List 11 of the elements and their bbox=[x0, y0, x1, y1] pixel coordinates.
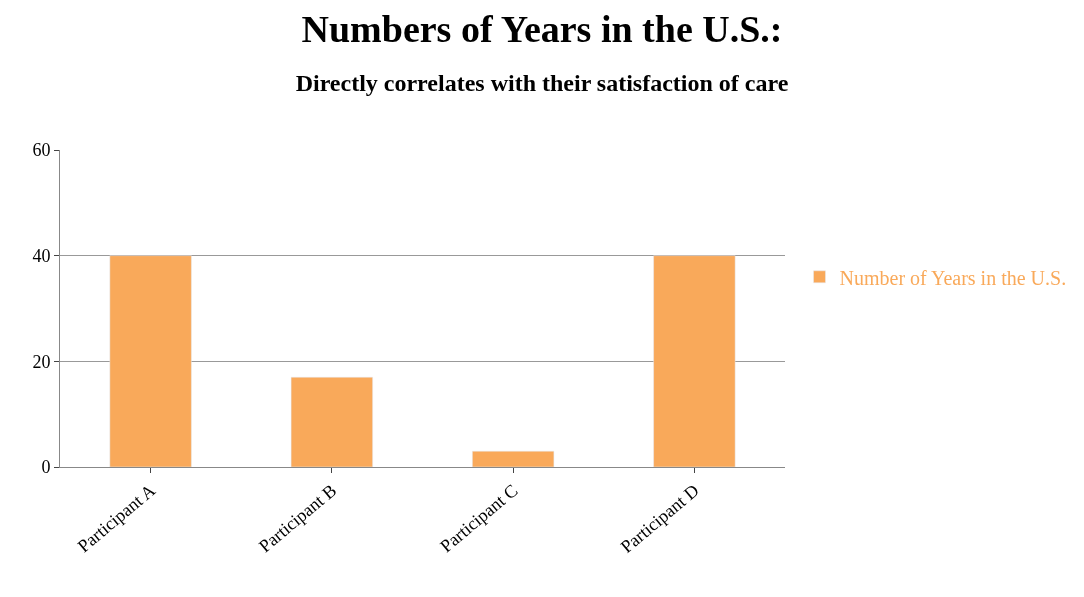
bar bbox=[109, 255, 192, 467]
y-tick-label: 60 bbox=[32, 140, 51, 161]
y-tick-label: 20 bbox=[32, 351, 51, 372]
bar bbox=[653, 255, 736, 467]
bar bbox=[472, 450, 555, 467]
legend-label: Number of Years in the U.S. bbox=[839, 266, 1067, 289]
y-tick-label: 0 bbox=[41, 457, 51, 478]
chart-title: Numbers of Years in the U.S.: bbox=[301, 7, 783, 50]
chart-subtitle: Directly correlates with their satisfaction of care bbox=[295, 70, 789, 97]
y-tick-label: 40 bbox=[32, 245, 51, 266]
bar bbox=[290, 376, 373, 467]
